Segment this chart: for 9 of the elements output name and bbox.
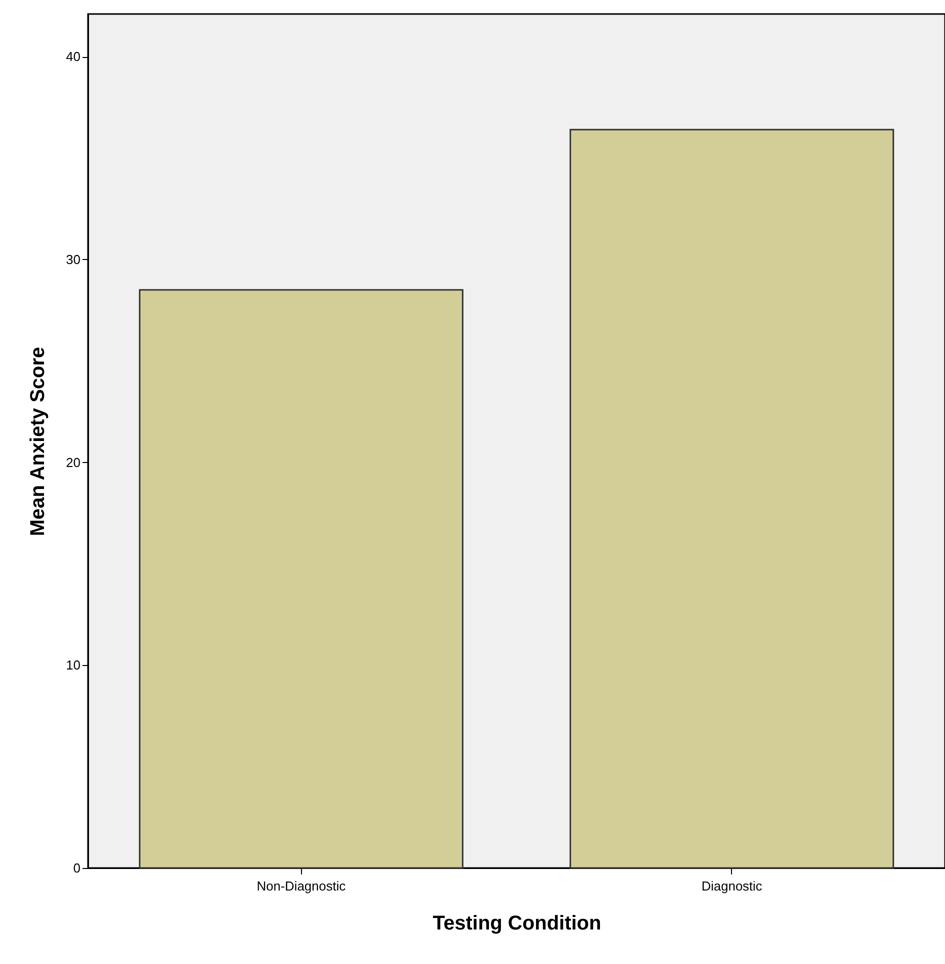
y-tick-label: 10 bbox=[66, 658, 80, 673]
y-tick-label: 0 bbox=[73, 860, 80, 876]
y-tick-label: 40 bbox=[66, 49, 80, 64]
x-axis-title: Testing Condition bbox=[432, 912, 602, 934]
x-tick-label: Non-Diagnostic bbox=[256, 878, 346, 894]
y-axis-title: Mean Anxiety Score bbox=[27, 346, 50, 536]
y-tick-label: 30 bbox=[66, 252, 80, 267]
y-tick-label: 20 bbox=[66, 454, 80, 470]
x-tick-label: Diagnostic bbox=[701, 878, 763, 894]
